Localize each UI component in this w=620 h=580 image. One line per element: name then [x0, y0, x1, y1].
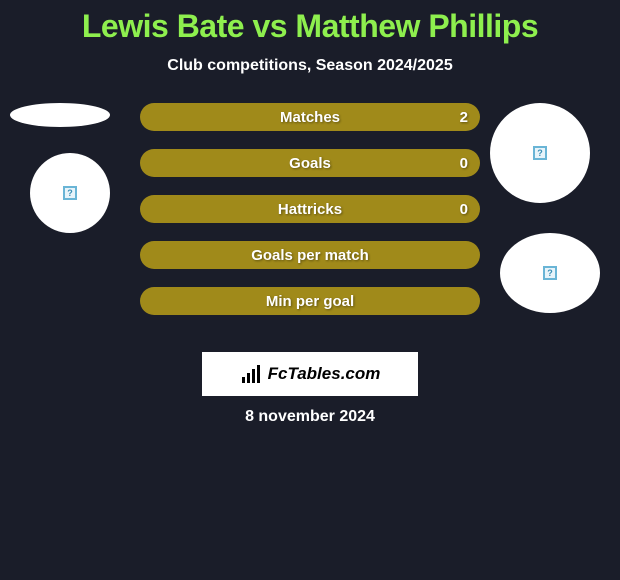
stat-bar: Matches 2 [140, 103, 480, 131]
stat-label: Goals [289, 155, 331, 172]
stat-label: Goals per match [251, 247, 369, 264]
player-left-avatar: ? [30, 153, 110, 233]
stat-value: 0 [460, 155, 468, 172]
player-right-avatar-2: ? [500, 233, 600, 313]
stat-value: 0 [460, 201, 468, 218]
stat-label: Min per goal [266, 293, 354, 310]
stat-bars: Matches 2 Goals 0 Hattricks 0 Goals per … [140, 103, 480, 333]
stat-label: Hattricks [278, 201, 342, 218]
brand-text: FcTables.com [268, 364, 381, 384]
subtitle: Club competitions, Season 2024/2025 [0, 57, 620, 75]
stat-label: Matches [280, 109, 340, 126]
decorative-ellipse [10, 103, 110, 127]
stat-bar: Hattricks 0 [140, 195, 480, 223]
stat-bar: Min per goal [140, 287, 480, 315]
stat-value: 2 [460, 109, 468, 126]
page-title: Lewis Bate vs Matthew Phillips [0, 0, 620, 45]
placeholder-image-icon: ? [63, 186, 77, 200]
placeholder-image-icon: ? [543, 266, 557, 280]
stat-bar: Goals per match [140, 241, 480, 269]
chart-icon [240, 365, 264, 383]
stat-bar: Goals 0 [140, 149, 480, 177]
player-right-avatar-1: ? [490, 103, 590, 203]
brand-badge: FcTables.com [202, 352, 418, 396]
placeholder-image-icon: ? [533, 146, 547, 160]
date-text: 8 november 2024 [0, 408, 620, 426]
